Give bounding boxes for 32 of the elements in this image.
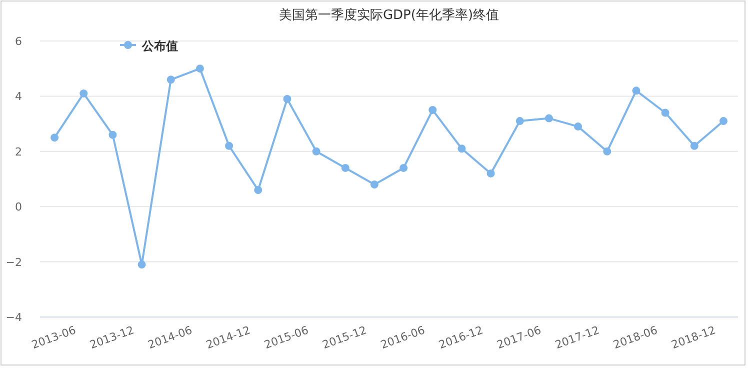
point — [50, 134, 59, 142]
point — [516, 117, 524, 126]
y-tick-label: 4 — [15, 90, 22, 104]
point — [632, 86, 640, 95]
y-tick-label: −4 — [6, 311, 22, 324]
point — [428, 106, 437, 114]
point — [458, 144, 466, 153]
point — [108, 130, 117, 139]
y-tick-label: −2 — [6, 256, 22, 269]
point — [486, 169, 495, 178]
point — [283, 94, 292, 103]
point — [400, 164, 408, 172]
point — [138, 260, 146, 269]
point — [544, 114, 553, 122]
point — [574, 122, 582, 131]
y-tick-label: 2 — [15, 145, 22, 158]
y-tick-label: 0 — [15, 200, 22, 214]
point — [661, 108, 670, 117]
point — [603, 147, 612, 156]
point — [254, 186, 262, 194]
point — [166, 76, 175, 84]
point — [80, 89, 88, 98]
point — [690, 142, 698, 150]
point — [370, 180, 378, 189]
point — [341, 164, 350, 172]
point — [196, 64, 204, 73]
point — [312, 147, 320, 156]
y-tick-label: 6 — [15, 35, 22, 48]
point — [225, 142, 234, 150]
point — [719, 117, 728, 126]
chart-title: 美国第一季度实际GDP(年化季率)终值 — [278, 7, 500, 23]
legend-label: 公布值 — [141, 39, 178, 53]
